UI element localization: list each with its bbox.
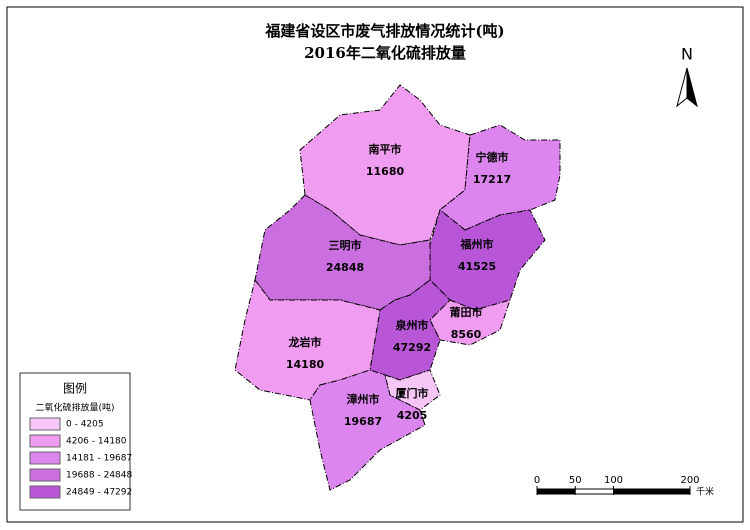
- region-name: 南平市: [369, 142, 402, 156]
- arrow-left: [676, 67, 688, 108]
- region-name: 厦门市: [396, 386, 429, 400]
- region-name: 莆田市: [450, 305, 483, 319]
- region-name: 三明市: [329, 238, 362, 252]
- legend-swatch: [29, 485, 61, 499]
- region-value: 14180: [286, 358, 325, 371]
- legend-label: 19688 - 24848: [66, 471, 133, 481]
- scale-segment: [536, 488, 576, 495]
- scale-tick-label: 0: [534, 475, 540, 486]
- region-value: 17217: [473, 173, 511, 186]
- region: [254, 194, 431, 311]
- scale-segment: [613, 488, 691, 495]
- scale-unit: 千米: [696, 486, 714, 498]
- region-name: 福州市: [460, 237, 494, 251]
- scale-segment: [574, 488, 614, 495]
- region-name: 漳州市: [347, 392, 380, 406]
- arrow-right: [686, 67, 698, 108]
- legend-swatch: [29, 451, 61, 465]
- frame: [6, 6, 744, 523]
- region-value: 47292: [393, 341, 431, 354]
- legend-swatch: [29, 434, 61, 448]
- region-value: 24848: [326, 261, 364, 274]
- legend-swatch: [29, 468, 61, 482]
- scale-tick-label: 50: [569, 475, 582, 486]
- region: [439, 124, 561, 231]
- map-subtitle: 2016年二氧化硫排放量: [304, 44, 466, 62]
- region-value: 8560: [451, 328, 482, 341]
- region-value: 19687: [344, 415, 382, 428]
- region: [309, 369, 426, 491]
- region-value: 41525: [458, 260, 496, 273]
- region-name: 龙岩市: [288, 335, 322, 349]
- legend-label: 14181 - 19687: [66, 454, 132, 464]
- north-arrow: N: [676, 45, 698, 108]
- legend-title: 图例: [63, 382, 87, 396]
- map-title: 福建省设区市废气排放情况统计(吨): [264, 22, 504, 40]
- legend-label: 24849 - 47292: [66, 488, 132, 498]
- region-value: 4205: [397, 409, 428, 422]
- region-value: 11680: [366, 165, 405, 178]
- region-name: 宁德市: [476, 150, 509, 164]
- legend-label: 0 - 4205: [66, 420, 104, 430]
- scale-tick-label: 200: [680, 475, 699, 486]
- region: [384, 369, 441, 411]
- region-name: 泉州市: [395, 318, 429, 332]
- legend-label: 4206 - 14180: [66, 437, 127, 447]
- legend-swatch: [29, 417, 61, 431]
- north-label: N: [681, 45, 693, 64]
- scale-tick-label: 100: [604, 475, 623, 486]
- legend-subtitle: 二氧化硫排放量(吨): [35, 402, 114, 414]
